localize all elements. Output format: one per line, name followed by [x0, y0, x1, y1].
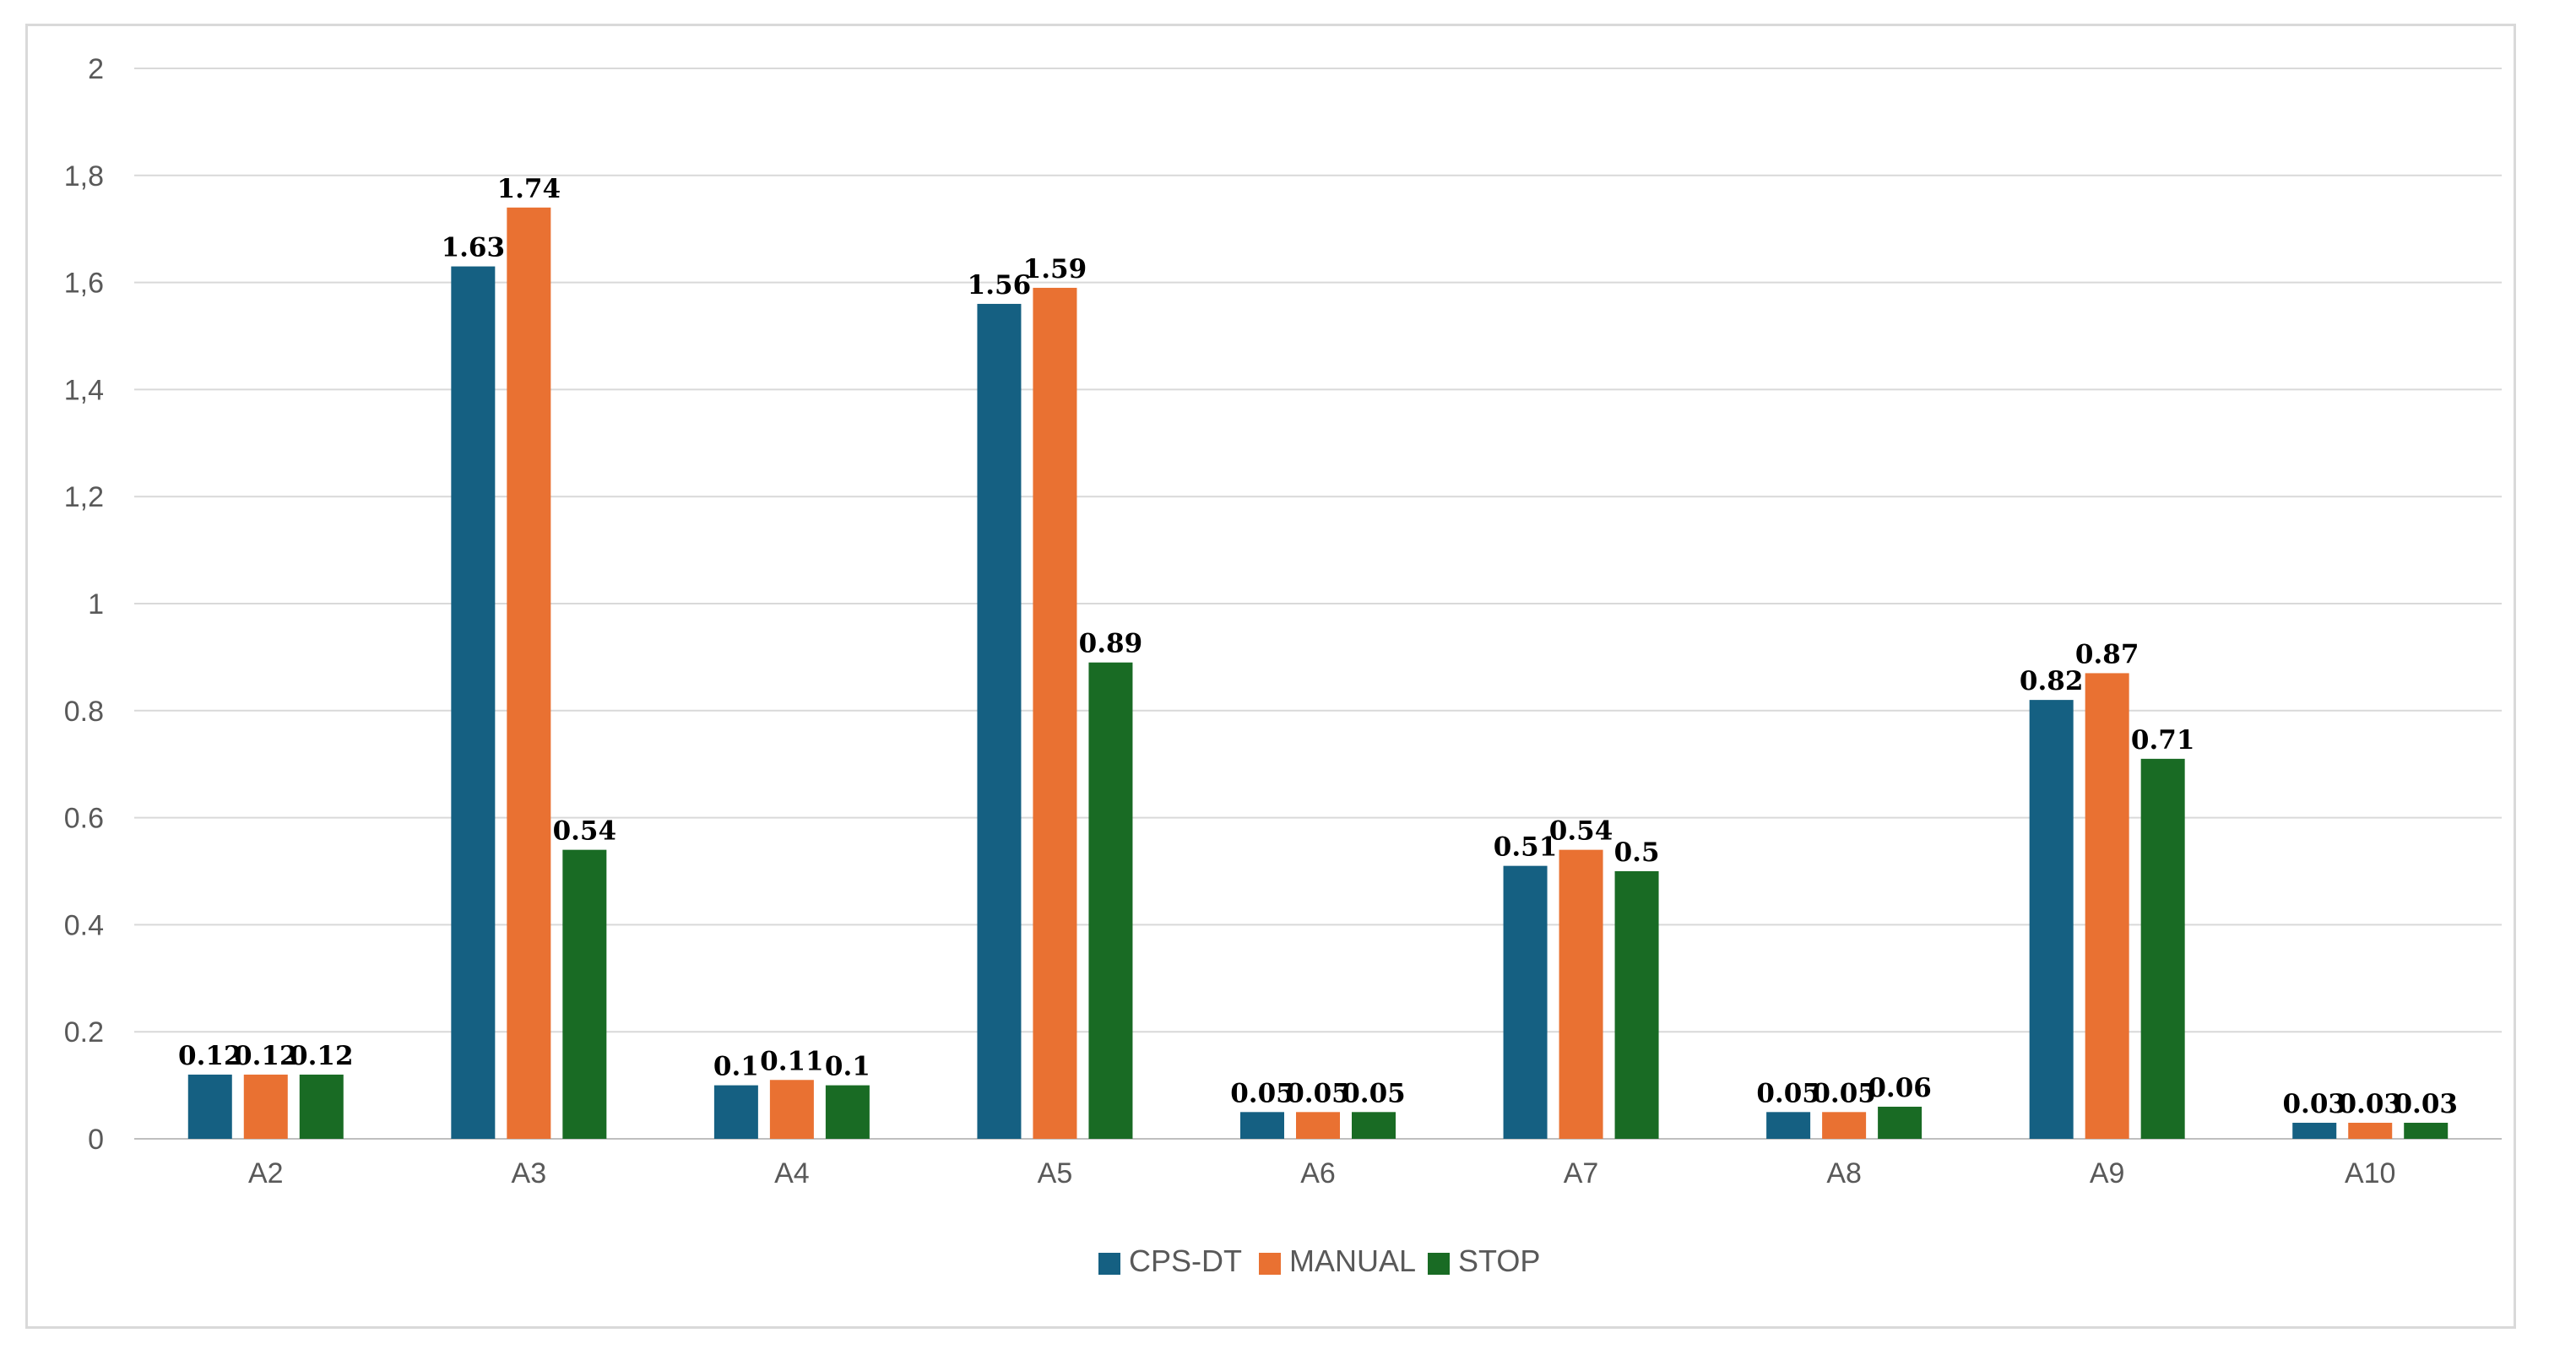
x-tick-label: A2: [248, 1157, 284, 1189]
data-label: 0.71: [2131, 725, 2195, 756]
x-axis-ticks: A2 A3 A4 A5 A6 A7 A8 A9 A10: [248, 1157, 2395, 1189]
bar-manual: [1296, 1112, 1340, 1139]
data-label: 0.05: [1230, 1078, 1294, 1108]
legend-swatch-stop: [1428, 1253, 1450, 1275]
x-tick-label: A3: [512, 1157, 547, 1189]
legend: CPS-DT MANUAL STOP: [1098, 1244, 1540, 1278]
bar-manual: [1559, 849, 1603, 1139]
bar-manual: [507, 207, 551, 1140]
bar-manual: [243, 1074, 288, 1139]
bar-stop: [2140, 758, 2185, 1139]
y-tick-label: 0.2: [64, 1016, 104, 1048]
data-label: 1.59: [1023, 254, 1087, 284]
bar-stop: [1088, 662, 1133, 1139]
legend-label-manual: MANUAL: [1289, 1244, 1416, 1278]
bar-cps-dt: [451, 266, 496, 1140]
bar-cps-dt: [2029, 700, 2074, 1139]
bar-cps-dt: [1503, 865, 1548, 1139]
data-label: 0.51: [1494, 832, 1558, 863]
bar-cps-dt: [187, 1074, 232, 1139]
data-labels: 0.120.120.121.631.740.540.1 0.11 0.11.561.…: [178, 174, 2458, 1119]
data-label: 0.03: [2282, 1089, 2346, 1119]
y-tick-label: 0.6: [64, 803, 104, 835]
data-label: 0.05: [1756, 1078, 1820, 1108]
data-label: 0.82: [2020, 666, 2084, 696]
legend-label-cps-dt: CPS-DT: [1129, 1244, 1242, 1278]
bar-cps-dt: [713, 1085, 758, 1139]
data-label: 0.05: [1286, 1078, 1350, 1108]
bar-manual: [2348, 1122, 2393, 1139]
bar-manual: [1822, 1112, 1867, 1139]
data-label: 0.1: [713, 1052, 759, 1082]
legend-swatch-cps-dt: [1098, 1253, 1120, 1275]
bar-stop: [2404, 1122, 2449, 1139]
bar-stop: [825, 1085, 870, 1139]
data-label: 0.06: [1868, 1073, 1932, 1103]
data-label: 0.05: [1342, 1078, 1406, 1108]
bar-cps-dt: [977, 303, 1022, 1140]
bar-stop: [562, 849, 607, 1139]
x-tick-label: A9: [2090, 1157, 2125, 1189]
data-label: 0.12: [234, 1041, 298, 1071]
data-label: 0.11: [760, 1046, 824, 1076]
bar-stop: [1878, 1106, 1923, 1139]
y-tick-label: 1,6: [64, 268, 104, 300]
bar-cps-dt: [2292, 1122, 2337, 1139]
bars: [187, 207, 2449, 1140]
data-label: 1.56: [968, 270, 1032, 301]
data-label: 0.12: [178, 1041, 242, 1071]
x-tick-label: A6: [1300, 1157, 1336, 1189]
data-label: 0.54: [1549, 816, 1613, 847]
bar-cps-dt: [1766, 1112, 1811, 1139]
chart-frame: 0 0.2 0.4 0.6 0.8 1 1,2 1,4 1,6 1,8 2 0.12 0.12 0.12…: [25, 24, 2516, 1329]
bar-stop: [299, 1074, 344, 1139]
data-label: 1.63: [442, 233, 506, 263]
y-tick-label: 1,8: [64, 160, 104, 192]
bar-stop: [1352, 1112, 1396, 1139]
bar-cps-dt: [1240, 1112, 1284, 1139]
x-tick-label: A8: [1826, 1157, 1862, 1189]
data-label: 0.89: [1079, 629, 1143, 659]
data-label: 0.03: [2394, 1089, 2458, 1119]
bar-chart: 00.20.40.60.811,21,41,61,82 0.120.120.12…: [64, 53, 2502, 1278]
data-label: 1.74: [497, 174, 561, 204]
bar-manual: [769, 1080, 814, 1139]
x-tick-label: A7: [1564, 1157, 1599, 1189]
legend-label-stop: STOP: [1458, 1244, 1540, 1278]
y-tick-label: 2: [88, 53, 104, 85]
data-label: 0.5: [1614, 837, 1660, 868]
y-tick-label: 1,4: [64, 374, 104, 406]
y-tick-label: 0.8: [64, 696, 104, 728]
data-label: 0.12: [290, 1041, 354, 1071]
data-label: 0.1: [825, 1052, 870, 1082]
x-tick-label: A10: [2345, 1157, 2396, 1189]
bar-stop: [1614, 871, 1659, 1139]
bar-manual: [2085, 673, 2129, 1139]
bar-manual: [1033, 287, 1077, 1139]
legend-swatch-manual: [1259, 1253, 1281, 1275]
data-label: 0.05: [1812, 1078, 1876, 1108]
data-label: 0.87: [2075, 639, 2139, 669]
data-label: 0.03: [2338, 1089, 2402, 1119]
x-tick-label: A5: [1038, 1157, 1073, 1189]
y-tick-label: 0: [88, 1124, 104, 1156]
y-tick-label: 0.4: [64, 909, 104, 941]
x-tick-label: A4: [774, 1157, 810, 1189]
data-label: 0.54: [553, 816, 617, 847]
y-axis-ticks: 0 0.2 0.4 0.6 0.8 1 1,2 1,4 1,6 1,8 2: [64, 53, 104, 1156]
y-tick-label: 1,2: [64, 481, 104, 513]
y-tick-label: 1: [88, 588, 104, 620]
